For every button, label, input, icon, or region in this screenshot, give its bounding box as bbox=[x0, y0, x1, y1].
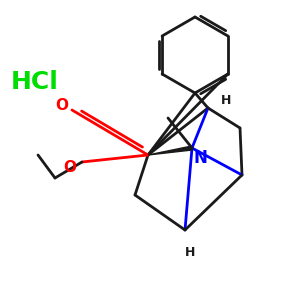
Text: HCl: HCl bbox=[11, 70, 59, 94]
Text: O: O bbox=[56, 98, 68, 112]
Text: N: N bbox=[193, 149, 207, 167]
Text: H: H bbox=[221, 94, 231, 106]
Text: H: H bbox=[185, 245, 195, 259]
Polygon shape bbox=[148, 146, 192, 155]
Text: O: O bbox=[64, 160, 76, 175]
